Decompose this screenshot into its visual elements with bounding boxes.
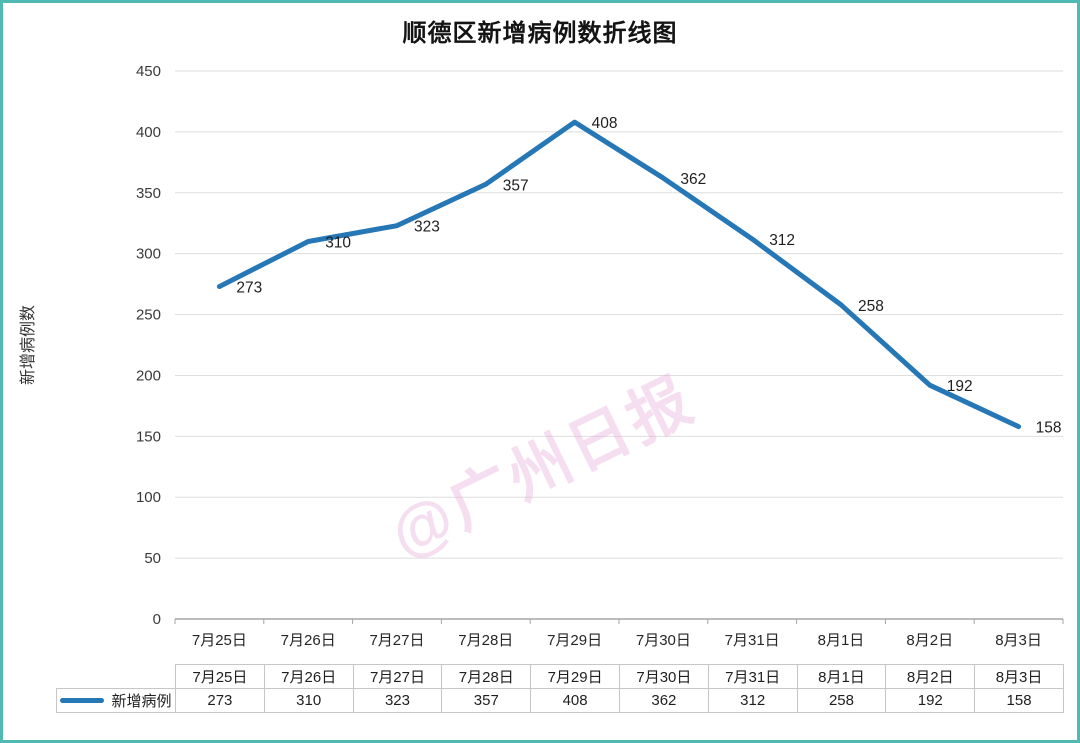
legend-label: 新增病例 bbox=[111, 693, 172, 710]
table-value-cell: 312 bbox=[707, 688, 798, 713]
legend-line-swatch bbox=[60, 698, 105, 704]
data-label: 357 bbox=[503, 177, 529, 194]
x-axis-label: 7月25日 bbox=[191, 632, 247, 649]
table-value-cell: 158 bbox=[974, 688, 1064, 713]
x-axis-label: 8月1日 bbox=[817, 632, 865, 649]
table-value-cell: 258 bbox=[796, 688, 887, 713]
table-value-cell: 323 bbox=[352, 688, 443, 713]
table-value-cell: 310 bbox=[263, 688, 354, 713]
table-header-cell: 7月27日 bbox=[352, 664, 443, 689]
data-label: 323 bbox=[414, 219, 440, 236]
y-tick-label: 50 bbox=[144, 550, 161, 567]
table-header-cell: 8月3日 bbox=[974, 664, 1064, 689]
x-axis-label: 7月27日 bbox=[369, 632, 425, 649]
y-tick-label: 100 bbox=[136, 489, 161, 506]
chart-title: 顺德区新增病例数折线图 bbox=[402, 20, 678, 47]
table-header-cell: 7月29日 bbox=[530, 664, 620, 689]
x-axis-label: 7月31日 bbox=[724, 632, 780, 649]
x-axis-label: 8月3日 bbox=[995, 632, 1042, 649]
y-tick-label: 350 bbox=[136, 185, 161, 202]
y-tick-label: 0 bbox=[153, 611, 161, 628]
data-label: 310 bbox=[325, 234, 351, 251]
data-label: 408 bbox=[592, 115, 618, 132]
table-header-cell: 8月1日 bbox=[796, 664, 887, 689]
data-label: 273 bbox=[236, 280, 262, 297]
x-axis-label: 7月30日 bbox=[635, 632, 691, 649]
table-value-cell: 357 bbox=[441, 688, 532, 713]
table-header-cell: 7月31日 bbox=[707, 664, 798, 689]
x-axis-label: 7月29日 bbox=[547, 632, 603, 649]
table-value-cell: 192 bbox=[885, 688, 976, 713]
x-axis-label: 7月28日 bbox=[458, 632, 514, 649]
y-tick-label: 400 bbox=[136, 124, 161, 141]
y-tick-label: 150 bbox=[136, 428, 161, 445]
series-line bbox=[216, 119, 1022, 430]
data-label: 158 bbox=[1036, 420, 1062, 437]
table-header-cell: 7月30日 bbox=[618, 664, 709, 689]
y-tick-label: 250 bbox=[136, 307, 161, 324]
y-tick-label: 450 bbox=[136, 63, 161, 80]
y-axis-title: 新增病例数 bbox=[19, 305, 37, 385]
data-label: 312 bbox=[769, 232, 795, 249]
table-header-cell: 7月25日 bbox=[175, 664, 265, 689]
data-label: 192 bbox=[947, 378, 973, 395]
x-axis-label: 8月2日 bbox=[906, 632, 954, 649]
table-header-cell: 7月28日 bbox=[441, 664, 532, 689]
y-tick-label: 200 bbox=[136, 367, 161, 384]
x-axis-labels: 7月25日 7月26日 7月27日 7月28日 7月29日 7月30日 7月31日 8月1日 8… bbox=[175, 624, 1063, 650]
table-header-cell: 7月26日 bbox=[263, 664, 354, 689]
data-label: 362 bbox=[680, 171, 706, 188]
x-axis-label: 7月26日 bbox=[280, 632, 336, 649]
legend-key: 新增病例 bbox=[56, 688, 176, 713]
table-value-cell: 273 bbox=[175, 688, 265, 713]
table-corner-spacer bbox=[57, 665, 176, 689]
data-table: 7月25日 7月26日 7月27日 7月28日 7月29日 7月30日 7月31日 8月1日 8… bbox=[56, 664, 1064, 713]
y-tick-label: 300 bbox=[136, 246, 161, 263]
table-value-cell: 362 bbox=[618, 688, 709, 713]
table-header-cell: 8月2日 bbox=[885, 664, 976, 689]
table-value-cell: 408 bbox=[530, 688, 620, 713]
data-label: 258 bbox=[858, 298, 884, 315]
